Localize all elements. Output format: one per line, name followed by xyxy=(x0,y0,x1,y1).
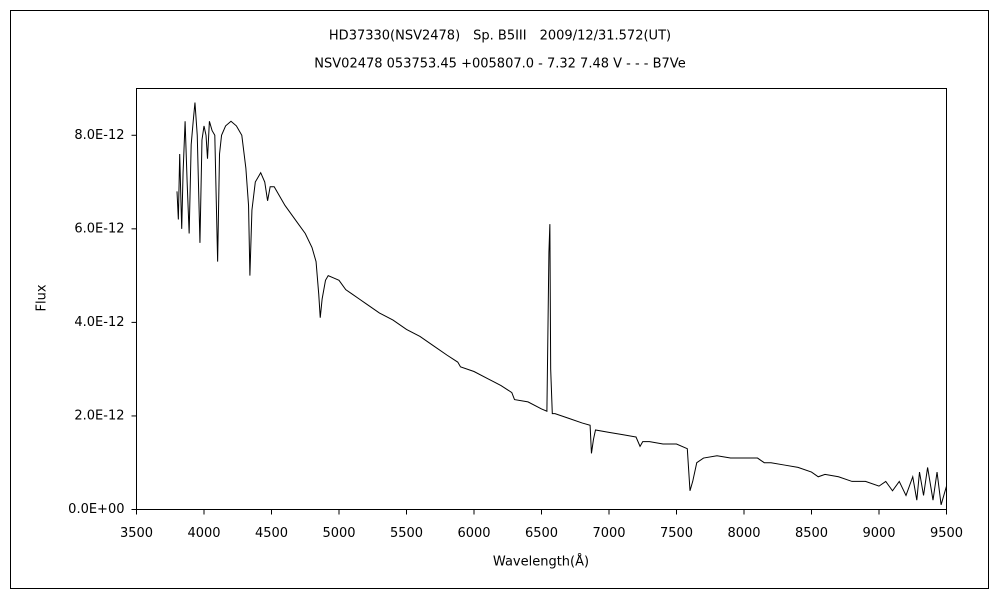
x-tick-label: 9500 xyxy=(930,526,963,541)
chart-subtitle: NSV02478 053753.45 +005807.0 - 7.32 7.48… xyxy=(314,57,685,72)
frame xyxy=(10,10,989,589)
x-axis-label: Wavelength(Å) xyxy=(493,554,589,570)
y-tick-label: 6.0E-12 xyxy=(74,221,124,236)
chart-title: HD37330(NSV2478) Sp. B5III 2009/12/31.57… xyxy=(329,29,671,44)
x-tick-label: 5000 xyxy=(322,526,355,541)
y-tick-label: 0.0E+00 xyxy=(68,502,124,517)
x-tick-label: 8000 xyxy=(727,526,760,541)
x-tick-label: 6000 xyxy=(457,526,490,541)
x-tick-label: 7500 xyxy=(660,526,693,541)
x-tick-label: 4000 xyxy=(187,526,220,541)
y-tick-label: 2.0E-12 xyxy=(74,408,124,423)
x-tick-label: 6500 xyxy=(525,526,558,541)
x-tick-label: 9000 xyxy=(862,526,895,541)
x-tick-label: 4500 xyxy=(255,526,288,541)
x-tick-label: 5500 xyxy=(390,526,423,541)
y-axis-label: Flux xyxy=(35,284,50,311)
spectrum-line xyxy=(176,102,947,505)
plot-area xyxy=(136,88,947,510)
x-tick-label: 3500 xyxy=(120,526,153,541)
y-tick-label: 8.0E-12 xyxy=(74,128,124,143)
x-tick-label: 8500 xyxy=(795,526,828,541)
y-tick-label: 4.0E-12 xyxy=(74,315,124,330)
x-tick-label: 7000 xyxy=(592,526,625,541)
